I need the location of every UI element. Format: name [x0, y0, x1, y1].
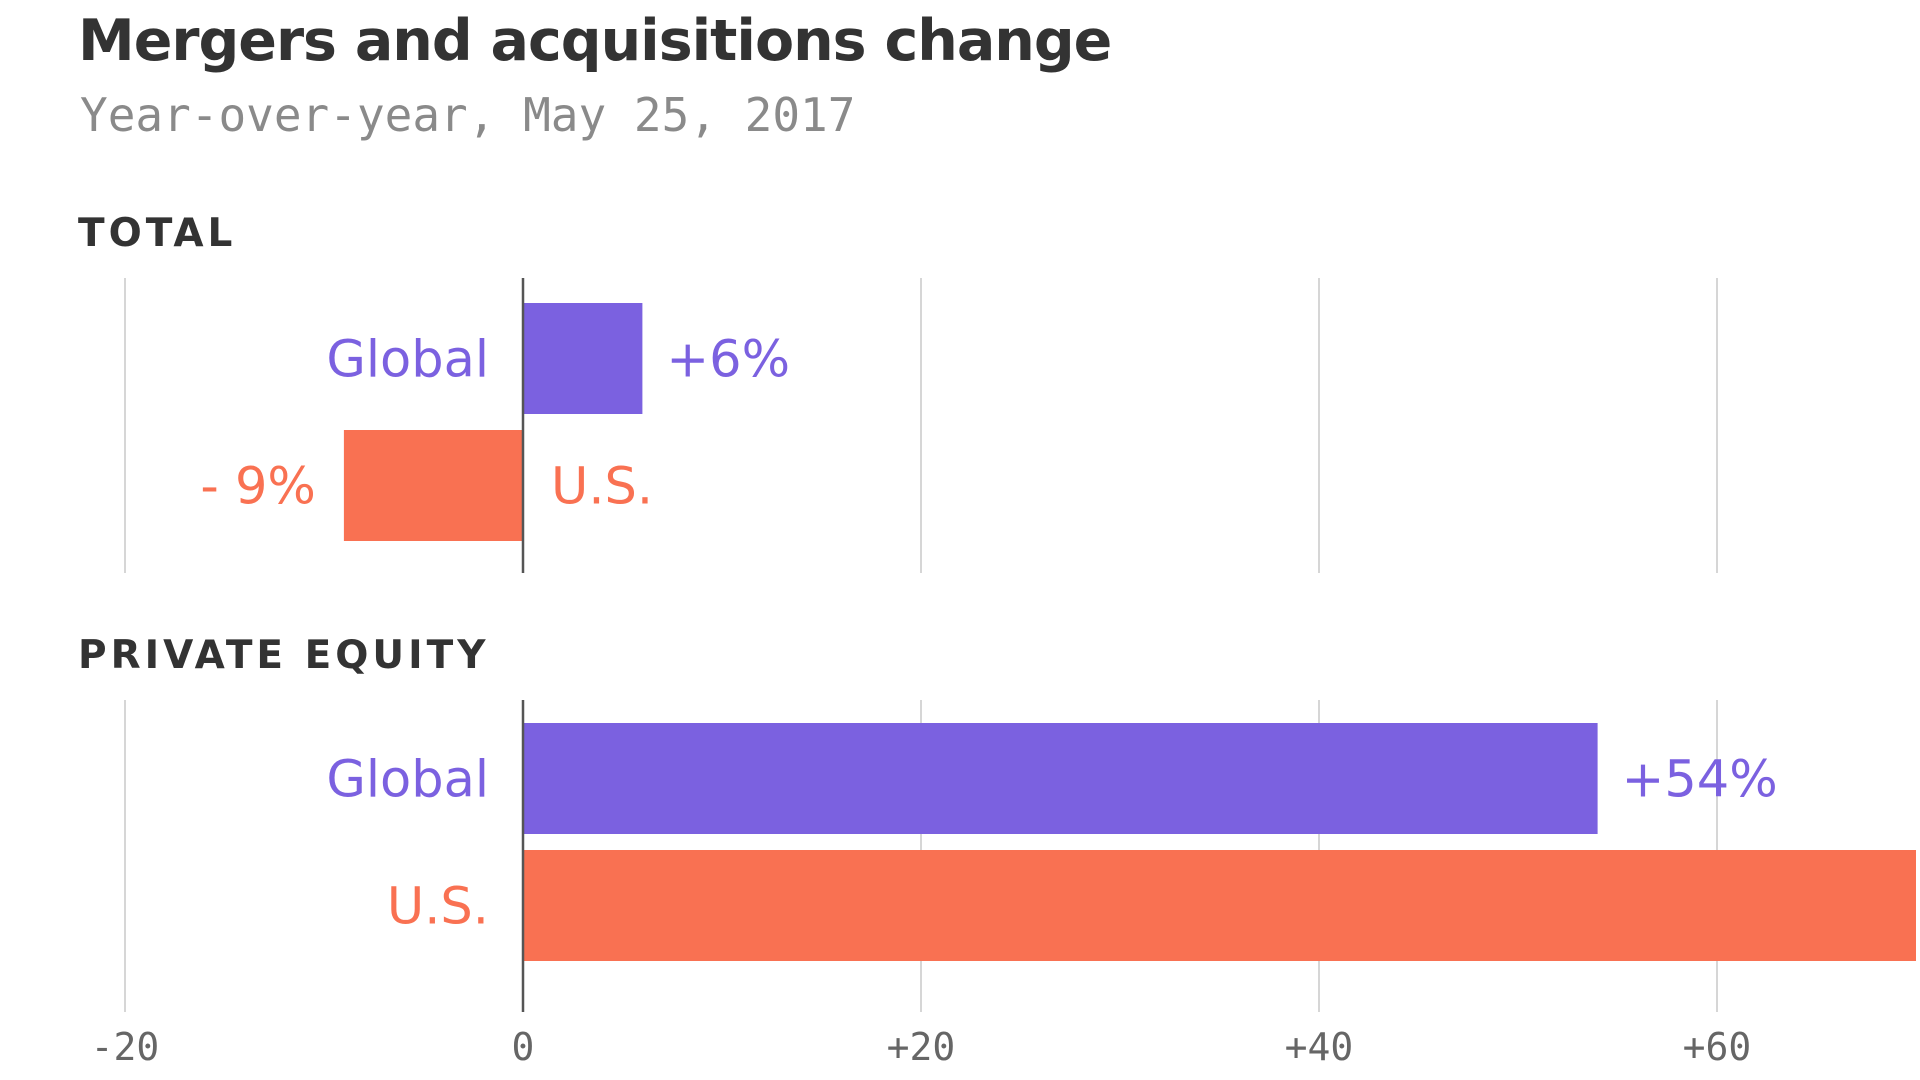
total-u-s-bar — [343, 430, 523, 541]
chart-title: Mergers and acquisitions change — [78, 8, 1112, 74]
total-u-s-value-label: - 9% — [200, 458, 316, 517]
chart-subtitle: Year-over-year, May 25, 2017 — [80, 88, 856, 142]
total-u-s-category-label: U.S. — [551, 458, 653, 517]
private-equity-global-value-label: +54% — [1622, 751, 1778, 810]
total-global-value-label: +6% — [666, 331, 790, 390]
private-equity-global-category-label: Global — [326, 751, 489, 810]
x-tick-label: +60 — [1683, 1025, 1752, 1069]
private-equity-u-s-bar — [523, 850, 1916, 961]
total-global-bar — [523, 303, 643, 414]
private-equity-section-label: PRIVATE EQUITY — [78, 633, 489, 678]
private-equity-global-bar — [523, 723, 1598, 834]
total-section-label: TOTAL — [78, 211, 236, 256]
x-tick-label: -20 — [91, 1025, 160, 1069]
x-tick-label: 0 — [512, 1025, 535, 1069]
x-tick-label: +40 — [1285, 1025, 1354, 1069]
total-global-category-label: Global — [326, 331, 489, 390]
x-tick-label: +20 — [887, 1025, 956, 1069]
private-equity-u-s-category-label: U.S. — [387, 878, 489, 937]
